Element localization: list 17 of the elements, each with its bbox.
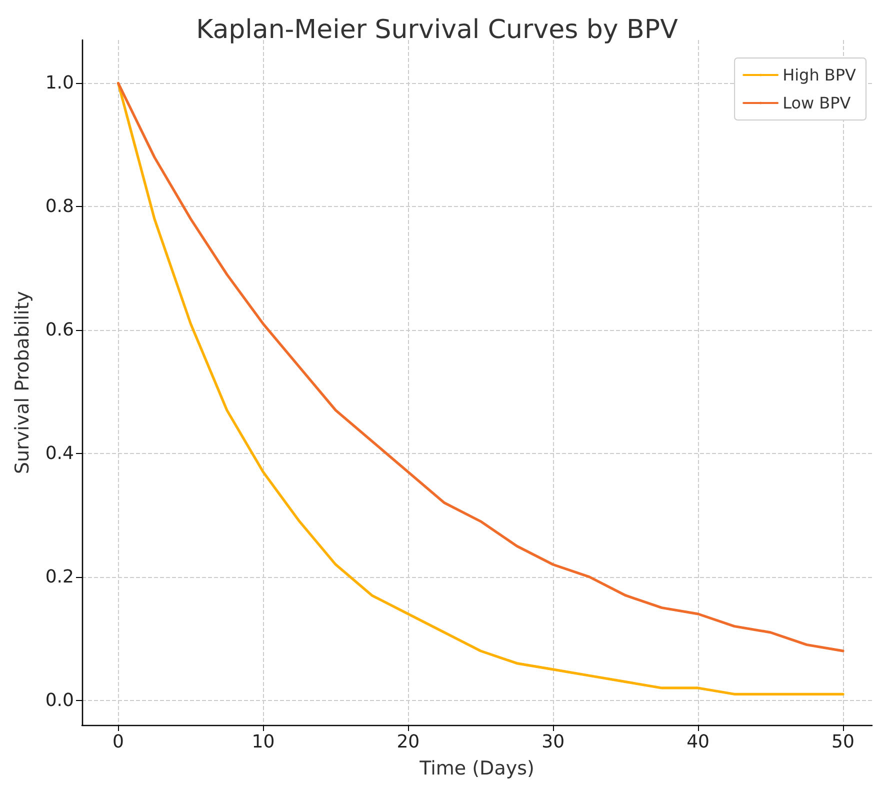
x-axis-title: Time (Days) <box>418 758 534 780</box>
x-tick-label: 30 <box>542 732 565 752</box>
legend-label: High BPV <box>782 66 856 84</box>
x-tick-label: 40 <box>686 732 710 752</box>
x-tick-label: 50 <box>832 732 854 752</box>
legend-label: Low BPV <box>782 94 851 112</box>
chart-title: Kaplan-Meier Survival Curves by BPV <box>196 15 678 45</box>
y-tick-label: 0.0 <box>45 690 74 711</box>
y-tick-label: 0.6 <box>45 320 74 341</box>
x-tick-label: 10 <box>252 732 275 752</box>
y-axis-title: Survival Probability <box>12 290 34 474</box>
x-tick-label: 0 <box>112 732 124 752</box>
y-tick-label: 0.8 <box>45 196 74 218</box>
y-tick-label: 0.4 <box>45 442 74 464</box>
y-tick-label: 1.0 <box>45 72 74 94</box>
y-tick-label: 0.2 <box>45 566 74 588</box>
x-tick-label: 20 <box>396 732 420 752</box>
